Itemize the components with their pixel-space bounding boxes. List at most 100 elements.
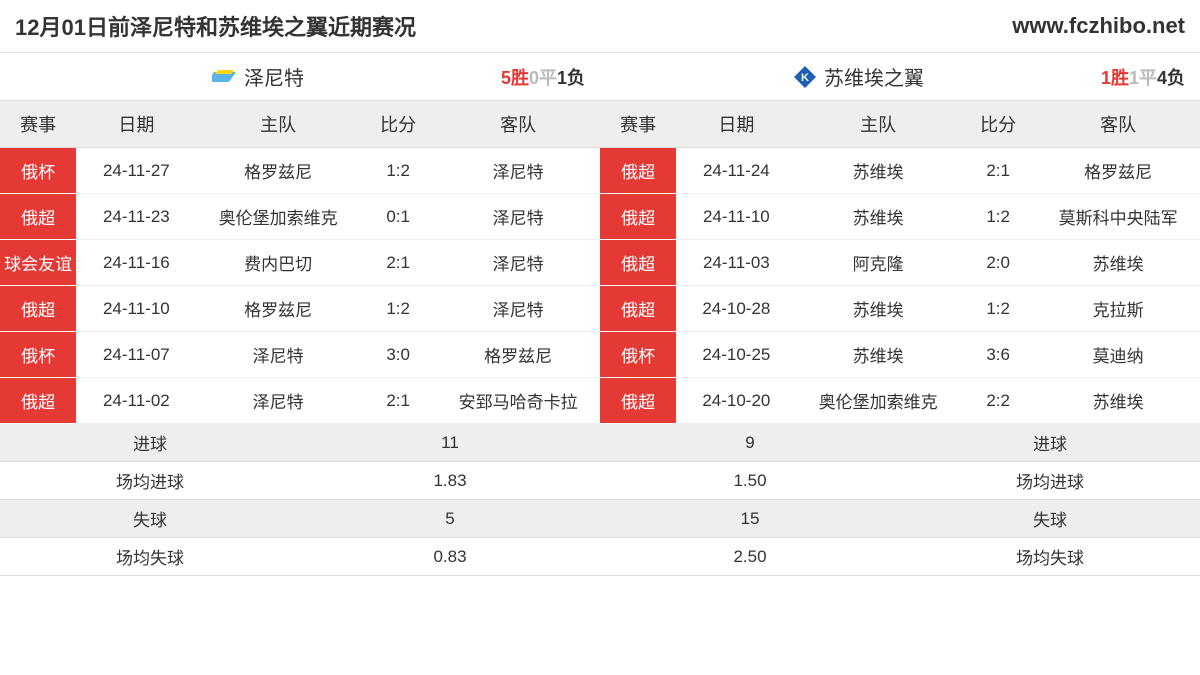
competition-cell: 俄超 bbox=[600, 148, 676, 194]
date-cell: 24-11-24 bbox=[676, 148, 796, 194]
competition-cell: 俄超 bbox=[600, 286, 676, 332]
date-cell: 24-11-23 bbox=[76, 194, 196, 240]
summary-label: 进球 bbox=[0, 430, 300, 455]
away-cell: 泽尼特 bbox=[436, 194, 600, 240]
away-cell: 泽尼特 bbox=[436, 148, 600, 194]
main-content: 泽尼特 5胜0平1负 赛事 日期 主队 比分 客队 俄杯 24-11-27 格罗… bbox=[0, 53, 1200, 424]
away-cell: 泽尼特 bbox=[436, 286, 600, 332]
summary-value: 11 bbox=[300, 433, 600, 453]
score-cell: 1:2 bbox=[960, 286, 1036, 332]
summary-value: 1.83 bbox=[300, 471, 600, 491]
table-row: 俄超 24-11-23 奥伦堡加索维克 0:1 泽尼特 bbox=[0, 194, 600, 240]
summary-value: 2.50 bbox=[600, 547, 900, 567]
table-row: 俄超 24-10-20 奥伦堡加索维克 2:2 苏维埃 bbox=[600, 378, 1200, 424]
zenit-logo-icon bbox=[212, 64, 238, 90]
col-date: 日期 bbox=[676, 101, 796, 148]
date-cell: 24-10-20 bbox=[676, 378, 796, 424]
table-row: 俄超 24-11-03 阿克隆 2:0 苏维埃 bbox=[600, 240, 1200, 286]
summary-label: 失球 bbox=[900, 506, 1200, 531]
left-team-record: 5胜0平1负 bbox=[501, 64, 585, 90]
right-team-section: K 苏维埃之翼 1胜1平4负 赛事 日期 主队 比分 客队 俄超 24-11-2… bbox=[600, 53, 1200, 424]
col-away: 客队 bbox=[436, 101, 600, 148]
summary-row: 2.50 场均失球 bbox=[600, 538, 1200, 576]
summary-row: 9 进球 bbox=[600, 424, 1200, 462]
summary-label: 场均进球 bbox=[900, 468, 1200, 493]
date-cell: 24-11-10 bbox=[76, 286, 196, 332]
away-cell: 泽尼特 bbox=[436, 240, 600, 286]
home-cell: 阿克隆 bbox=[796, 240, 960, 286]
score-cell: 0:1 bbox=[360, 194, 436, 240]
date-cell: 24-11-16 bbox=[76, 240, 196, 286]
summary-value: 1.50 bbox=[600, 471, 900, 491]
table-row: 俄杯 24-11-27 格罗兹尼 1:2 泽尼特 bbox=[0, 148, 600, 194]
summary-value: 15 bbox=[600, 509, 900, 529]
home-cell: 苏维埃 bbox=[796, 286, 960, 332]
left-summary: 进球 11 场均进球 1.83 失球 5 场均失球 0.83 bbox=[0, 424, 600, 576]
score-cell: 2:1 bbox=[960, 148, 1036, 194]
table-row: 俄杯 24-10-25 苏维埃 3:6 莫迪纳 bbox=[600, 332, 1200, 378]
summary-label: 场均失球 bbox=[0, 544, 300, 569]
away-cell: 安郅马哈奇卡拉 bbox=[436, 378, 600, 424]
competition-cell: 俄杯 bbox=[0, 332, 76, 378]
home-cell: 苏维埃 bbox=[796, 194, 960, 240]
competition-cell: 俄超 bbox=[0, 286, 76, 332]
away-cell: 克拉斯 bbox=[1036, 286, 1200, 332]
col-away: 客队 bbox=[1036, 101, 1200, 148]
left-match-table: 赛事 日期 主队 比分 客队 俄杯 24-11-27 格罗兹尼 1:2 泽尼特 … bbox=[0, 101, 600, 424]
away-cell: 苏维埃 bbox=[1036, 240, 1200, 286]
away-cell: 格罗兹尼 bbox=[436, 332, 600, 378]
competition-cell: 俄超 bbox=[600, 378, 676, 424]
table-row: 俄超 24-11-24 苏维埃 2:1 格罗兹尼 bbox=[600, 148, 1200, 194]
col-competition: 赛事 bbox=[600, 101, 676, 148]
away-cell: 格罗兹尼 bbox=[1036, 148, 1200, 194]
away-cell: 莫迪纳 bbox=[1036, 332, 1200, 378]
summary-row: 1.50 场均进球 bbox=[600, 462, 1200, 500]
score-cell: 1:2 bbox=[960, 194, 1036, 240]
competition-cell: 俄超 bbox=[600, 240, 676, 286]
col-home: 主队 bbox=[796, 101, 960, 148]
summary-label: 失球 bbox=[0, 506, 300, 531]
col-score: 比分 bbox=[360, 101, 436, 148]
score-cell: 2:2 bbox=[960, 378, 1036, 424]
table-header-row: 赛事 日期 主队 比分 客队 bbox=[600, 101, 1200, 148]
home-cell: 苏维埃 bbox=[796, 332, 960, 378]
score-cell: 1:2 bbox=[360, 286, 436, 332]
home-cell: 泽尼特 bbox=[196, 378, 360, 424]
competition-cell: 球会友谊 bbox=[0, 240, 76, 286]
summary-label: 进球 bbox=[900, 430, 1200, 455]
right-match-table: 赛事 日期 主队 比分 客队 俄超 24-11-24 苏维埃 2:1 格罗兹尼 … bbox=[600, 101, 1200, 424]
table-row: 俄超 24-10-28 苏维埃 1:2 克拉斯 bbox=[600, 286, 1200, 332]
score-cell: 2:1 bbox=[360, 378, 436, 424]
right-team-record: 1胜1平4负 bbox=[1101, 64, 1185, 90]
summary-label: 场均进球 bbox=[0, 468, 300, 493]
col-home: 主队 bbox=[196, 101, 360, 148]
left-team-header: 泽尼特 5胜0平1负 bbox=[0, 53, 600, 101]
score-cell: 3:0 bbox=[360, 332, 436, 378]
home-cell: 格罗兹尼 bbox=[196, 286, 360, 332]
competition-cell: 俄超 bbox=[0, 378, 76, 424]
date-cell: 24-11-03 bbox=[676, 240, 796, 286]
home-cell: 格罗兹尼 bbox=[196, 148, 360, 194]
home-cell: 奥伦堡加索维克 bbox=[196, 194, 360, 240]
table-row: 俄超 24-11-10 苏维埃 1:2 莫斯科中央陆军 bbox=[600, 194, 1200, 240]
home-cell: 奥伦堡加索维克 bbox=[796, 378, 960, 424]
summary-row: 进球 11 bbox=[0, 424, 600, 462]
col-competition: 赛事 bbox=[0, 101, 76, 148]
score-cell: 3:6 bbox=[960, 332, 1036, 378]
competition-cell: 俄超 bbox=[600, 194, 676, 240]
summary-label: 场均失球 bbox=[900, 544, 1200, 569]
date-cell: 24-10-28 bbox=[676, 286, 796, 332]
summary-section: 进球 11 场均进球 1.83 失球 5 场均失球 0.83 9 进球 1.50… bbox=[0, 424, 1200, 576]
date-cell: 24-11-27 bbox=[76, 148, 196, 194]
table-row: 俄超 24-11-02 泽尼特 2:1 安郅马哈奇卡拉 bbox=[0, 378, 600, 424]
home-cell: 苏维埃 bbox=[796, 148, 960, 194]
summary-row: 失球 5 bbox=[0, 500, 600, 538]
left-team-name: 泽尼特 bbox=[244, 62, 304, 91]
home-cell: 费内巴切 bbox=[196, 240, 360, 286]
summary-row: 场均进球 1.83 bbox=[0, 462, 600, 500]
right-team-name: 苏维埃之翼 bbox=[824, 62, 924, 91]
right-team-header: K 苏维埃之翼 1胜1平4负 bbox=[600, 53, 1200, 101]
page-header: 12月01日前泽尼特和苏维埃之翼近期赛况 www.fczhibo.net bbox=[0, 0, 1200, 53]
date-cell: 24-11-02 bbox=[76, 378, 196, 424]
date-cell: 24-11-10 bbox=[676, 194, 796, 240]
